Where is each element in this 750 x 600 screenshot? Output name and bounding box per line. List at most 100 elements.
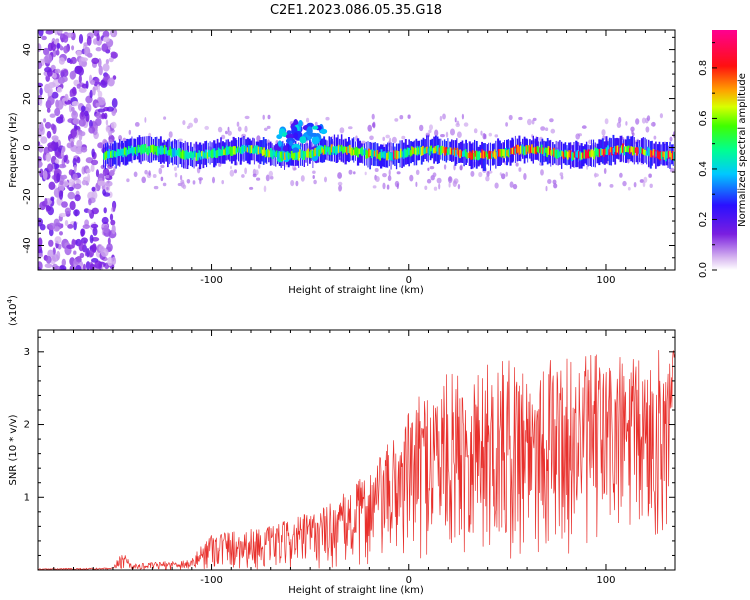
heatmap-cell (494, 134, 499, 138)
heatmap-cell (228, 146, 231, 155)
heatmap-cell (68, 169, 74, 176)
heatmap-cell (494, 182, 499, 189)
heatmap-cell (145, 147, 148, 154)
heatmap-cell (221, 180, 224, 185)
heatmap-cell (358, 148, 361, 155)
heatmap-cell (105, 126, 111, 132)
heatmap-cell (170, 148, 173, 158)
heatmap-cell (61, 258, 66, 267)
heatmap-cell (554, 149, 557, 158)
heatmap-cell (382, 136, 386, 141)
heatmap-cell (388, 169, 391, 177)
heatmap-cell (267, 149, 270, 158)
heatmap-cell (47, 144, 54, 152)
heatmap-cell (133, 171, 138, 178)
heatmap-cell (54, 107, 61, 117)
heatmap-cell (71, 101, 80, 107)
heatmap-cell (391, 136, 397, 144)
heatmap-cell (194, 150, 196, 158)
x-tick-label: 0 (406, 275, 412, 286)
heatmap-cell (572, 152, 575, 160)
heatmap-cell (277, 140, 282, 147)
heatmap-cell (292, 153, 294, 161)
heatmap-cell (587, 149, 590, 159)
heatmap-cell (140, 145, 143, 155)
heatmap-cell (609, 147, 612, 153)
heatmap-cell (604, 118, 609, 125)
heatmap-cell (633, 182, 637, 188)
heatmap-cell (162, 147, 165, 154)
heatmap-cell (110, 219, 116, 226)
heatmap-cell (443, 164, 447, 170)
heatmap-cell (133, 147, 136, 154)
heatmap-cell (484, 151, 486, 158)
heatmap-cell (630, 146, 633, 153)
heatmap-cell (488, 132, 492, 137)
heatmap-cell (154, 146, 156, 152)
heatmap-cell (285, 133, 295, 140)
heatmap-cell (152, 144, 155, 155)
heatmap-cell (453, 147, 456, 156)
heatmap-cell (545, 127, 549, 131)
snr-background (38, 330, 675, 570)
heatmap-cell (39, 97, 43, 107)
heatmap-cell (640, 147, 642, 154)
heatmap-cell (642, 181, 646, 188)
heatmap-cell (174, 172, 178, 178)
heatmap-cell (156, 146, 159, 156)
heatmap-cell (56, 86, 63, 93)
heatmap-cell (576, 150, 579, 158)
heatmap-cell (459, 165, 463, 171)
heatmap-cell (213, 148, 216, 158)
heatmap-cell (346, 146, 348, 155)
heatmap-cell (102, 171, 105, 178)
heatmap-cell (49, 113, 56, 118)
heatmap-cell (568, 150, 571, 158)
heatmap-cell (47, 95, 55, 106)
heatmap-cell (57, 30, 63, 34)
heatmap-cell (242, 144, 245, 153)
heatmap-cell (337, 172, 342, 179)
heatmap-cell (426, 146, 428, 154)
heatmap-cell (337, 181, 343, 186)
heatmap-cell (98, 245, 105, 252)
heatmap-cell (81, 179, 87, 186)
heatmap-cell (38, 141, 41, 146)
heatmap-cell (401, 151, 404, 158)
heatmap-cell (239, 146, 242, 154)
heatmap-cell (415, 181, 418, 187)
y-tick-label: -40 (22, 237, 33, 253)
heatmap-cell (69, 200, 76, 211)
heatmap-cell (428, 146, 431, 156)
heatmap-cell (144, 117, 147, 123)
heatmap-cell (38, 30, 44, 37)
heatmap-cell (359, 148, 362, 155)
heatmap-cell (478, 171, 483, 178)
heatmap-cell (285, 151, 288, 158)
heatmap-cell (201, 151, 203, 157)
heatmap-cell (78, 118, 86, 127)
heatmap-cell (181, 149, 184, 159)
heatmap-cell (448, 182, 451, 188)
snr-series-line (38, 350, 675, 570)
heatmap-cell (102, 36, 110, 43)
heatmap-cell (401, 135, 406, 140)
heatmap-cell (210, 149, 213, 159)
heatmap-cell (237, 126, 242, 132)
heatmap-cell (105, 174, 110, 179)
heatmap-cell (231, 146, 234, 156)
heatmap-cell (502, 149, 504, 156)
heatmap-cell (74, 147, 83, 155)
heatmap-cell (39, 121, 44, 132)
heatmap-cell (91, 243, 97, 254)
colorbar-tick-label: 0.2 (698, 212, 709, 228)
heatmap-cell (94, 260, 103, 269)
heatmap-cell (561, 151, 564, 157)
heatmap-cell (303, 151, 306, 160)
heatmap-cell (198, 150, 201, 158)
heatmap-cell (81, 60, 88, 68)
heatmap-cell (573, 151, 576, 158)
heatmap-cell (351, 147, 354, 156)
heatmap-cell (212, 176, 215, 184)
heatmap-cell (56, 99, 64, 110)
